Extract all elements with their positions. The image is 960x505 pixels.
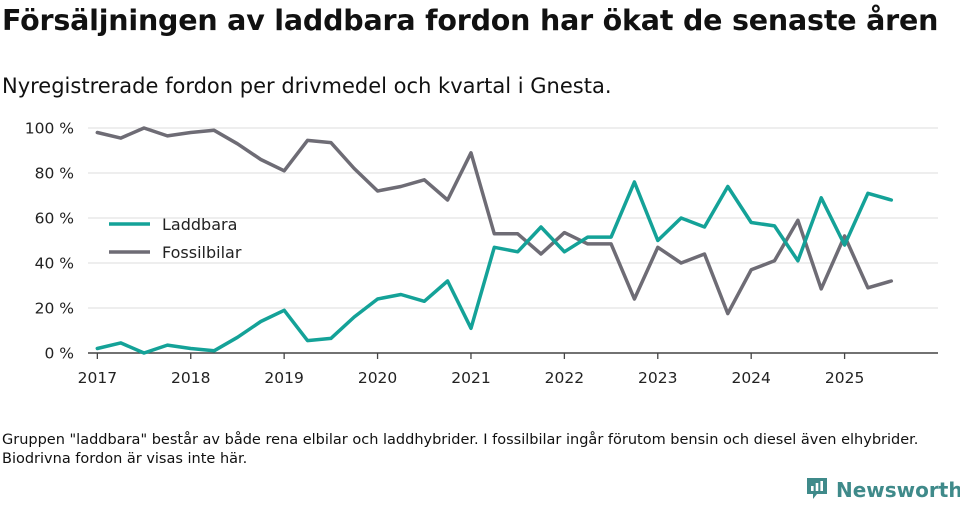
line-chart: 0 % 20 % 40 % 60 % 80 % 100 % 2017 2018 2019 202… [25,120,938,387]
legend-label-fossilbilar: Fossilbilar [162,243,242,262]
chart-title: Försäljningen av laddbara fordon har öka… [2,4,939,37]
chart-subtitle: Nyregistrerade fordon per drivmedel och … [2,74,612,98]
footnote: Gruppen "laddbara" består av både rena e… [2,432,919,467]
y-tick-label: 60 % [35,210,74,228]
brand-name: Newsworthy [836,478,960,502]
x-tick-label: 2019 [264,369,303,387]
y-tick-label: 100 % [25,120,74,138]
series-line-laddbara [95,180,894,355]
y-tick-label: 40 % [35,255,74,273]
legend-label-laddbara: Laddbara [162,215,237,234]
y-tick-label: 0 % [44,345,74,363]
y-tick-label: 80 % [35,165,74,183]
x-tick-label: 2024 [731,369,770,387]
gridlines [88,127,938,309]
x-axis [88,352,938,359]
x-tick-label: 2022 [545,369,584,387]
x-tick-label: 2018 [171,369,210,387]
x-tick-label: 2017 [78,369,117,387]
series-line-fossilbilar [95,126,894,316]
y-axis-tick-labels: 0 % 20 % 40 % 60 % 80 % 100 % [25,120,74,363]
newsworthy-logo-icon [804,475,830,505]
brand-logo[interactable]: Newsworthy [804,475,960,505]
y-tick-label: 20 % [35,300,74,318]
x-tick-label: 2023 [638,369,677,387]
series-lines [95,126,894,355]
x-axis-tick-labels: 2017 2018 2019 2020 2021 2022 2023 2024 2025 [78,369,865,387]
x-tick-label: 2021 [451,369,490,387]
x-tick-label: 2020 [358,369,397,387]
x-tick-label: 2025 [825,369,864,387]
legend: Laddbara Fossilbilar [109,215,242,262]
